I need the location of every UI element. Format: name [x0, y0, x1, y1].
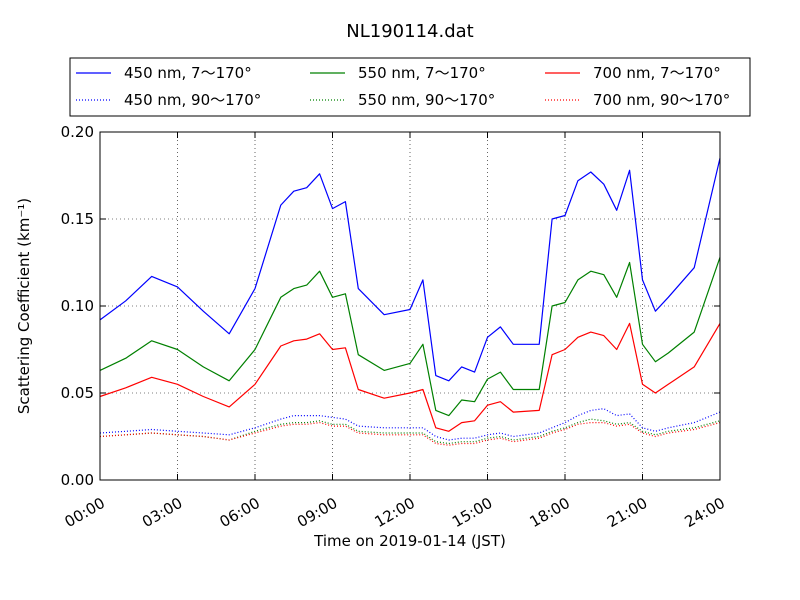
series-line-3 [99, 418, 721, 445]
y-tick-label: 0.15 [61, 210, 94, 228]
y-tick-label: 0.00 [61, 471, 94, 489]
legend-label: 550 nm, 7～170° [358, 64, 486, 82]
plot-area: 00:00 03:00 06:00 09:00 12:00 15:00 18:00 21:00… [61, 123, 728, 531]
legend-label: 450 nm, 90～170° [124, 91, 261, 109]
chart-title: NL190114.dat [346, 21, 473, 42]
legend-label: 700 nm, 7～170° [593, 64, 721, 82]
x-tick-label: 06:00 [217, 494, 263, 531]
series-line-5 [99, 422, 721, 446]
series-line-1 [99, 408, 721, 441]
x-tick-label: 24:00 [682, 494, 728, 531]
series-line-4 [99, 322, 721, 432]
x-tick-label: 09:00 [294, 494, 340, 531]
x-tick-label: 15:00 [449, 494, 495, 531]
legend-label: 700 nm, 90～170° [593, 91, 730, 109]
series-line-2 [99, 257, 721, 417]
x-tick-label: 18:00 [527, 494, 573, 531]
series-line-0 [99, 157, 721, 382]
y-tick-label: 0.05 [61, 384, 94, 402]
x-axis-label: Time on 2019-01-14 (JST) [313, 532, 506, 550]
y-tick-label: 0.10 [61, 297, 94, 315]
x-tick-label: 12:00 [372, 494, 418, 531]
x-tick-label: 21:00 [604, 494, 650, 531]
legend-box [69, 57, 751, 117]
legend-label: 450 nm, 7～170° [124, 64, 252, 82]
legend-label: 550 nm, 90～170° [358, 91, 495, 109]
x-tick-label: 00:00 [62, 494, 108, 531]
legend: 450 nm, 7～170° 450 nm, 90～170° 550 nm, 7～1… [69, 57, 751, 117]
y-tick-label: 0.20 [61, 123, 94, 141]
series-group [99, 157, 721, 446]
y-axis-label: Scattering Coefficient (km⁻¹) [15, 198, 33, 414]
x-tick-label: 03:00 [139, 494, 185, 531]
